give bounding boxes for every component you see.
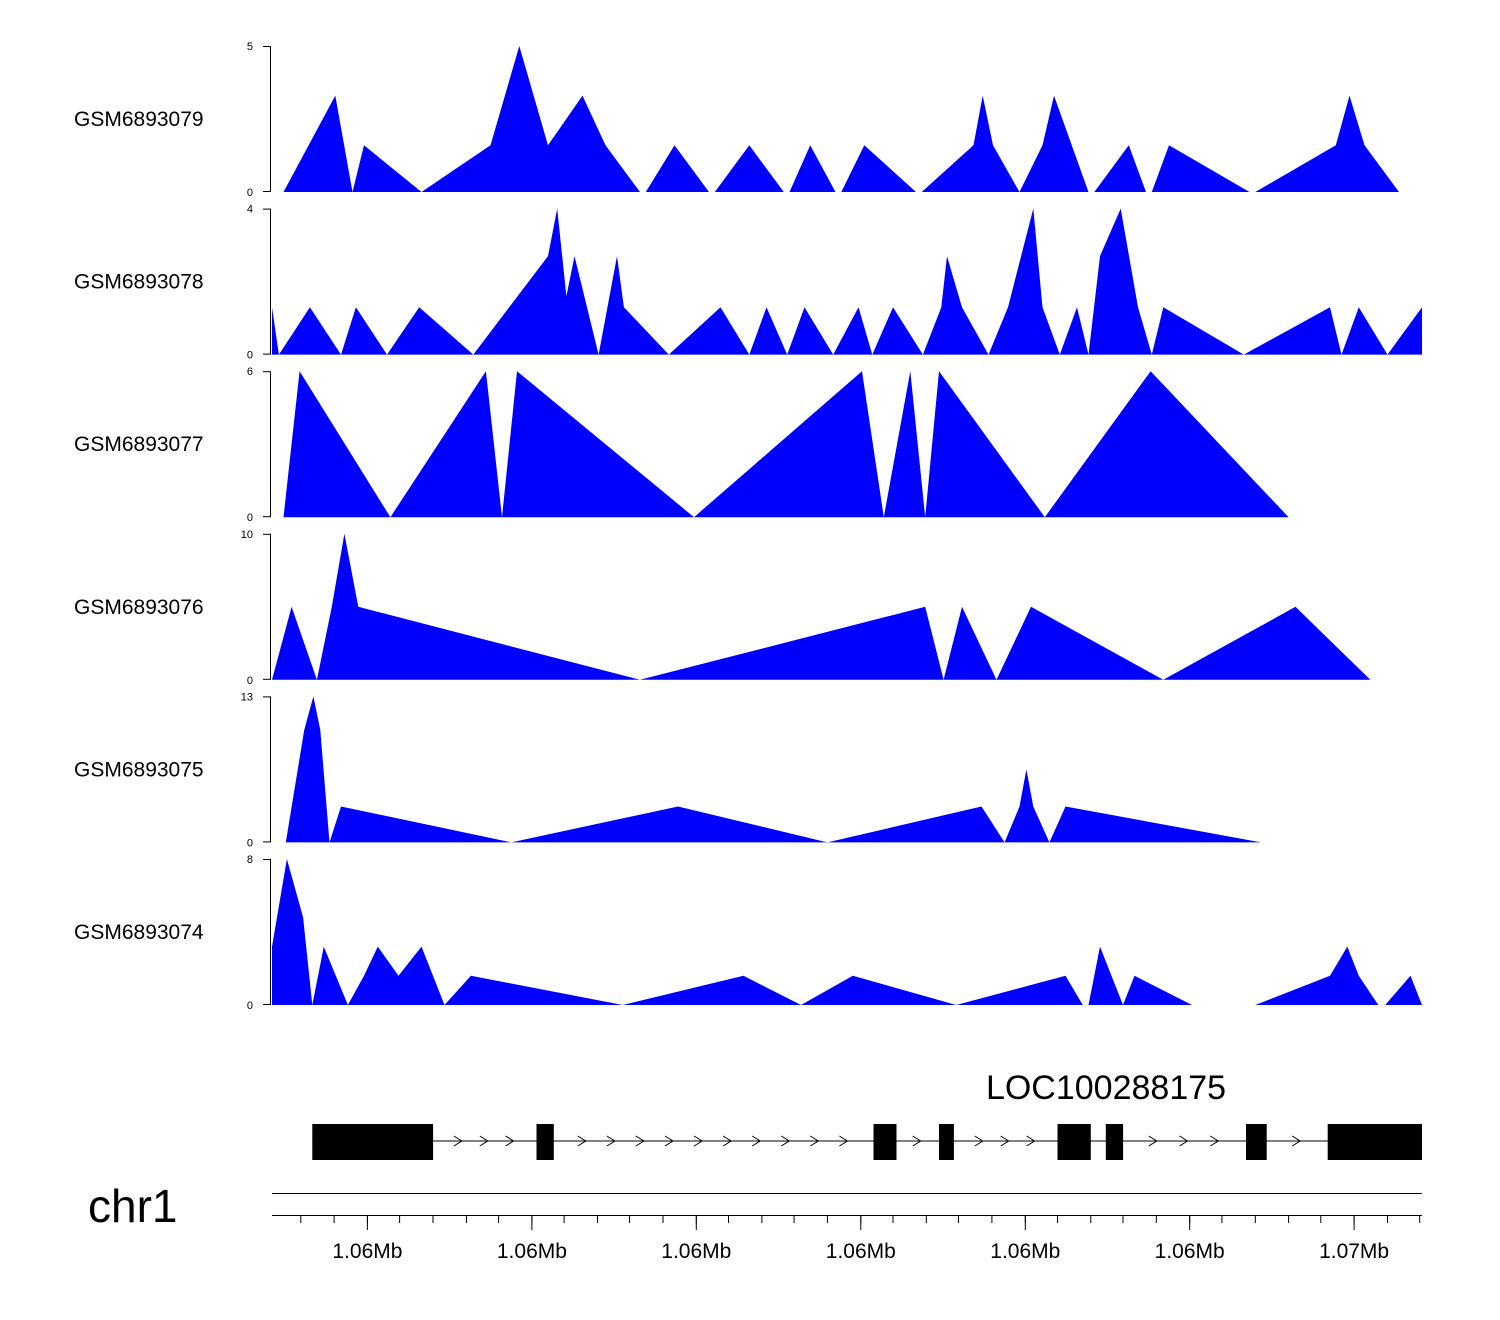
strand-arrow [479, 1135, 489, 1147]
exon-block [312, 1124, 434, 1160]
coverage-area [283, 46, 1399, 192]
strand-arrow [577, 1135, 587, 1147]
y-tick-label-max: 13 [241, 691, 253, 703]
exon-block [1105, 1124, 1124, 1160]
strand-arrow [810, 1135, 820, 1147]
track-GSM6893079: GSM6893079 0 5 [74, 41, 1399, 199]
strand-arrow [1000, 1135, 1010, 1147]
track-GSM6893075: GSM6893075 0 13 [74, 691, 1261, 849]
coverage-area [272, 859, 1422, 1005]
track-label: GSM6893074 [74, 921, 204, 944]
y-tick-label-max: 10 [241, 529, 253, 541]
track-label: GSM6893078 [74, 271, 204, 294]
track-label: GSM6893079 [74, 108, 204, 131]
strand-arrow [664, 1135, 674, 1147]
strand-arrow [1148, 1135, 1158, 1147]
track-label: GSM6893076 [74, 596, 204, 619]
genome-axis: chr1 1.06Mb 1.06Mb 1.06Mb 1.06Mb 1.06Mb 1.06Mb… [88, 1180, 1422, 1263]
track-GSM6893076: GSM6893076 0 10 [74, 529, 1371, 687]
x-tick-label: 1.06Mb [990, 1240, 1060, 1263]
strand-arrow [1026, 1135, 1036, 1147]
y-tick-label-max: 4 [247, 204, 253, 216]
chromosome-label: chr1 [88, 1180, 177, 1232]
coverage-area [283, 371, 1289, 518]
gene-track: LOC100288175 [312, 1069, 1422, 1160]
strand-arrow [606, 1135, 616, 1147]
exon-block [1246, 1124, 1267, 1160]
y-tick-label-min: 0 [247, 350, 253, 362]
strand-arrow [839, 1135, 849, 1147]
track-label: GSM6893077 [74, 433, 204, 456]
strand-arrow [1179, 1135, 1189, 1147]
x-tick-label: 1.06Mb [332, 1240, 402, 1263]
x-tick-label: 1.07Mb [1319, 1240, 1389, 1263]
y-tick-label-min: 0 [247, 1000, 253, 1012]
strand-arrow [693, 1135, 704, 1147]
strand-arrow [722, 1135, 733, 1147]
strand-arrow [912, 1135, 922, 1147]
exon-block [536, 1124, 554, 1160]
x-tick-label: 1.06Mb [661, 1240, 731, 1263]
exon-block [873, 1124, 897, 1160]
gene-name-label: LOC100288175 [986, 1069, 1226, 1107]
exon-block [1327, 1124, 1422, 1160]
track-label: GSM6893075 [74, 758, 204, 781]
coverage-area [285, 696, 1261, 843]
strand-arrow [751, 1135, 762, 1147]
x-tick-label: 1.06Mb [497, 1240, 567, 1263]
y-tick-label-min: 0 [247, 837, 253, 849]
y-tick-label-min: 0 [247, 187, 253, 199]
coverage-area [272, 208, 1422, 355]
strand-arrow [635, 1135, 645, 1147]
x-tick-label: 1.06Mb [826, 1240, 896, 1263]
x-tick-label: 1.06Mb [1155, 1240, 1225, 1263]
strand-arrow [781, 1135, 791, 1147]
exon-block [939, 1124, 954, 1160]
track-GSM6893074: GSM6893074 0 8 [74, 854, 1422, 1012]
strand-arrow [1291, 1135, 1302, 1147]
coverage-tracks: GSM689307905GSM689307804GSM689307706GSM6… [74, 41, 1422, 1012]
track-GSM6893078: GSM6893078 0 4 [74, 204, 1422, 362]
exon-block [1057, 1124, 1091, 1160]
y-tick-label-max: 5 [247, 41, 253, 53]
strand-arrow [453, 1135, 463, 1147]
y-tick-label-min: 0 [247, 675, 253, 687]
coverage-area [272, 533, 1371, 680]
y-tick-label-min: 0 [247, 512, 253, 524]
strand-arrow [505, 1135, 515, 1147]
strand-arrow [974, 1135, 984, 1147]
y-tick-label-max: 8 [247, 854, 253, 866]
track-GSM6893077: GSM6893077 0 6 [74, 366, 1289, 524]
y-tick-label-max: 6 [247, 366, 253, 378]
strand-arrow [1210, 1135, 1220, 1147]
